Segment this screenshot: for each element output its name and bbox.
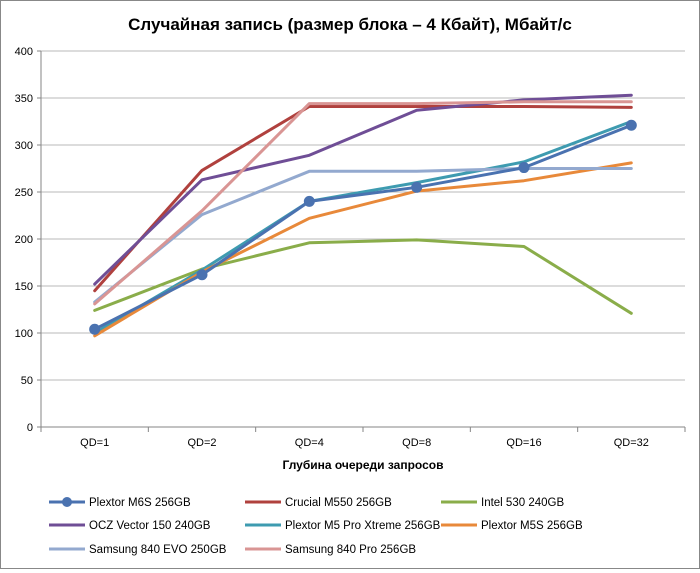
data-point [625, 119, 637, 131]
y-tick-label: 50 [21, 375, 33, 387]
series-layer [89, 93, 637, 338]
legend-label: Samsung 840 Pro 256GB [285, 544, 416, 556]
x-tick-label: QD=8 [402, 437, 431, 449]
x-tick-label: QD=32 [614, 437, 649, 449]
legend-label: OCZ Vector 150 240GB [89, 520, 211, 532]
series-line [93, 238, 633, 315]
series-line [93, 93, 633, 286]
y-tick-label: 300 [15, 140, 33, 152]
x-tick-label: QD=2 [187, 437, 216, 449]
legend-label: Samsung 840 EVO 250GB [89, 544, 227, 556]
series-line [93, 120, 633, 335]
legend-label: Crucial M550 256GB [285, 497, 392, 509]
data-point [411, 181, 423, 193]
series-line [93, 105, 633, 293]
legend-label: Plextor M5S 256GB [481, 520, 583, 532]
series-line [93, 167, 633, 304]
legend-marker [62, 497, 72, 507]
axis-layer: 0 50 100 150 200 250 300 350 400 QD=1 QD=2 QD=4 QD=8… [15, 46, 686, 449]
y-tick-label: 400 [15, 46, 33, 58]
data-point [196, 269, 208, 281]
legend-label: Intel 530 240GB [481, 497, 564, 509]
x-tick-label: QD=1 [80, 437, 109, 449]
x-tick-label: QD=4 [295, 437, 324, 449]
x-axis-title: Глубина очереди запросов [282, 458, 443, 472]
legend: Plextor M6S 256GB Crucial M550 256GB Intel… [49, 497, 583, 556]
series-line [93, 100, 633, 306]
y-tick-label: 150 [15, 281, 33, 293]
y-tick-label: 0 [27, 422, 33, 434]
series-line [93, 161, 633, 338]
legend-label: Plextor M6S 256GB [89, 497, 191, 509]
y-tick-label: 100 [15, 328, 33, 340]
legend-label: Plextor M5 Pro Xtreme 256GB [285, 520, 441, 532]
data-point [518, 162, 530, 174]
y-tick-label: 250 [15, 187, 33, 199]
x-tick-label: QD=16 [506, 437, 541, 449]
chart-title: Случайная запись (размер блока – 4 Кбайт… [128, 15, 572, 34]
y-tick-label: 200 [15, 234, 33, 246]
data-point [89, 323, 101, 335]
data-point [303, 195, 315, 207]
y-tick-label: 350 [15, 93, 33, 105]
series-line [93, 123, 633, 331]
